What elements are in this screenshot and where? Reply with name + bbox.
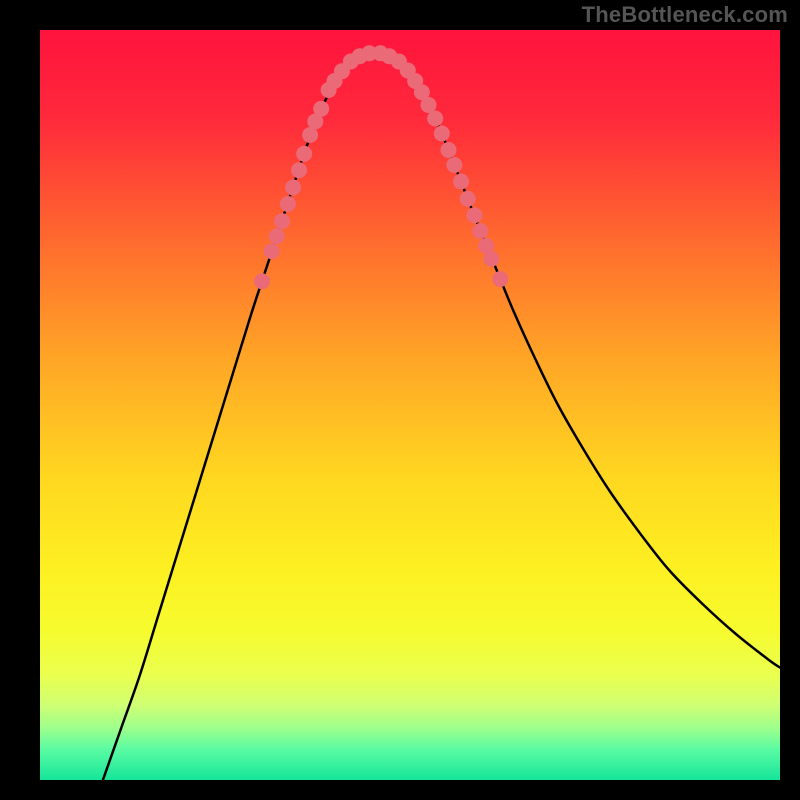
marker-dot xyxy=(434,126,450,142)
marker-dot xyxy=(254,273,270,289)
marker-dot xyxy=(472,223,488,239)
marker-dot xyxy=(483,251,499,267)
marker-dot xyxy=(269,228,285,244)
marker-dot xyxy=(285,180,301,196)
marker-dot xyxy=(291,162,307,178)
marker-dot xyxy=(466,207,482,223)
frame-border-bottom xyxy=(0,780,800,800)
marker-dot xyxy=(492,271,508,287)
marker-dot xyxy=(427,111,443,127)
frame-border-right xyxy=(780,0,800,800)
marker-dot xyxy=(453,174,469,190)
marker-dot xyxy=(274,213,290,229)
plot-background xyxy=(40,30,780,780)
marker-dot xyxy=(313,101,329,117)
marker-dot xyxy=(460,191,476,207)
bottleneck-chart xyxy=(0,0,800,800)
marker-dot xyxy=(296,146,312,162)
watermark-text: TheBottleneck.com xyxy=(582,2,788,28)
frame-border-left xyxy=(0,0,40,800)
marker-dot xyxy=(280,196,296,212)
marker-dot xyxy=(264,243,280,259)
marker-dot xyxy=(440,142,456,158)
marker-dot xyxy=(446,157,462,173)
